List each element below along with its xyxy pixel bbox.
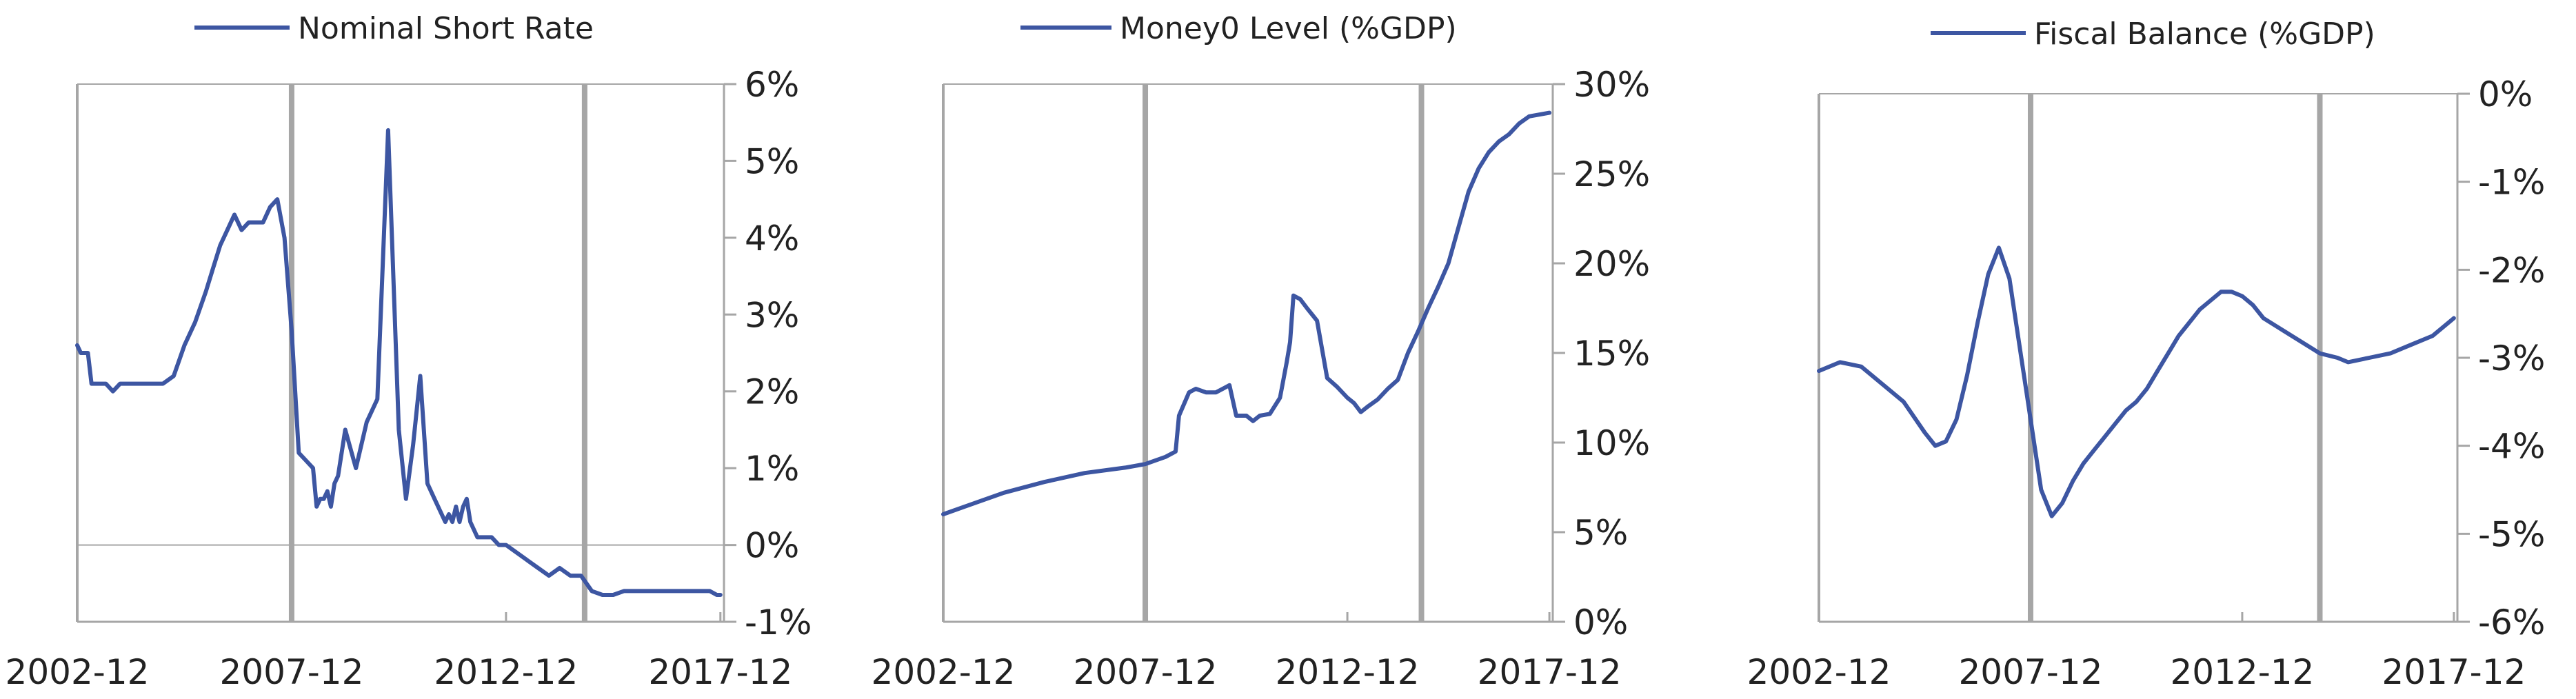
y-tick-label: 5% (1573, 513, 1628, 553)
x-tick-label: 2012-12 (434, 652, 578, 692)
x-tick-label: 2017-12 (2382, 652, 2526, 692)
x-tick-label: 2012-12 (1276, 652, 1420, 692)
y-tick-label: 0% (1573, 602, 1628, 642)
y-tick-label: 0% (2478, 74, 2533, 114)
y-tick-label: -6% (2478, 602, 2545, 642)
y-tick-label: -2% (2478, 250, 2545, 290)
y-tick-label: -1% (745, 602, 812, 642)
y-tick-label: 1% (745, 449, 799, 489)
y-tick-label: 20% (1573, 244, 1650, 284)
y-tick-label: 25% (1573, 154, 1650, 194)
y-tick-label: 0% (745, 526, 799, 566)
y-tick-label: 4% (745, 219, 799, 259)
legend-label: Fiscal Balance (%GDP) (2034, 17, 2375, 52)
legend-label: Money0 Level (%GDP) (1120, 11, 1457, 46)
y-tick-label: -4% (2478, 427, 2545, 467)
y-tick-label: 10% (1573, 423, 1650, 463)
y-tick-label: -3% (2478, 338, 2545, 378)
chart-panel-2: 30% 25% 20% 15% 10% 5% 0% 2002-12 2007-12 2012-12… (872, 11, 1651, 692)
series-line (75, 128, 723, 597)
x-tick-label: 2007-12 (219, 652, 363, 692)
x-tick-label: 2007-12 (1959, 652, 2103, 692)
x-tick-label: 2017-12 (648, 652, 792, 692)
y-tick-label: 6% (745, 65, 799, 105)
chart-panel-3: 0% -1% -2% -3% -4% -5% -6% 2002-12 2007-12 2012-1… (1747, 17, 2546, 692)
series-line (1817, 245, 2456, 518)
x-tick-label: 2012-12 (2170, 652, 2314, 692)
y-tick-label: -5% (2478, 514, 2545, 554)
y-tick-label: 5% (745, 141, 799, 181)
x-tick-label: 2007-12 (1074, 652, 1218, 692)
y-tick-label: 15% (1573, 334, 1650, 374)
y-tick-label: 2% (745, 372, 799, 412)
chart-panel-1: 6% 5% 4% 3% 2% 1% 0% -1% 2002-12 2007-12 2012-12 20… (6, 11, 812, 692)
x-tick-label: 2002-12 (872, 652, 1016, 692)
legend-label: Nominal Short Rate (298, 11, 594, 46)
series-line (941, 110, 1552, 516)
x-tick-label: 2002-12 (1747, 652, 1891, 692)
y-tick-label: 3% (745, 295, 799, 335)
y-tick-label: 30% (1573, 65, 1650, 105)
x-tick-label: 2002-12 (6, 652, 150, 692)
x-tick-label: 2017-12 (1478, 652, 1622, 692)
y-tick-label: -1% (2478, 163, 2545, 203)
